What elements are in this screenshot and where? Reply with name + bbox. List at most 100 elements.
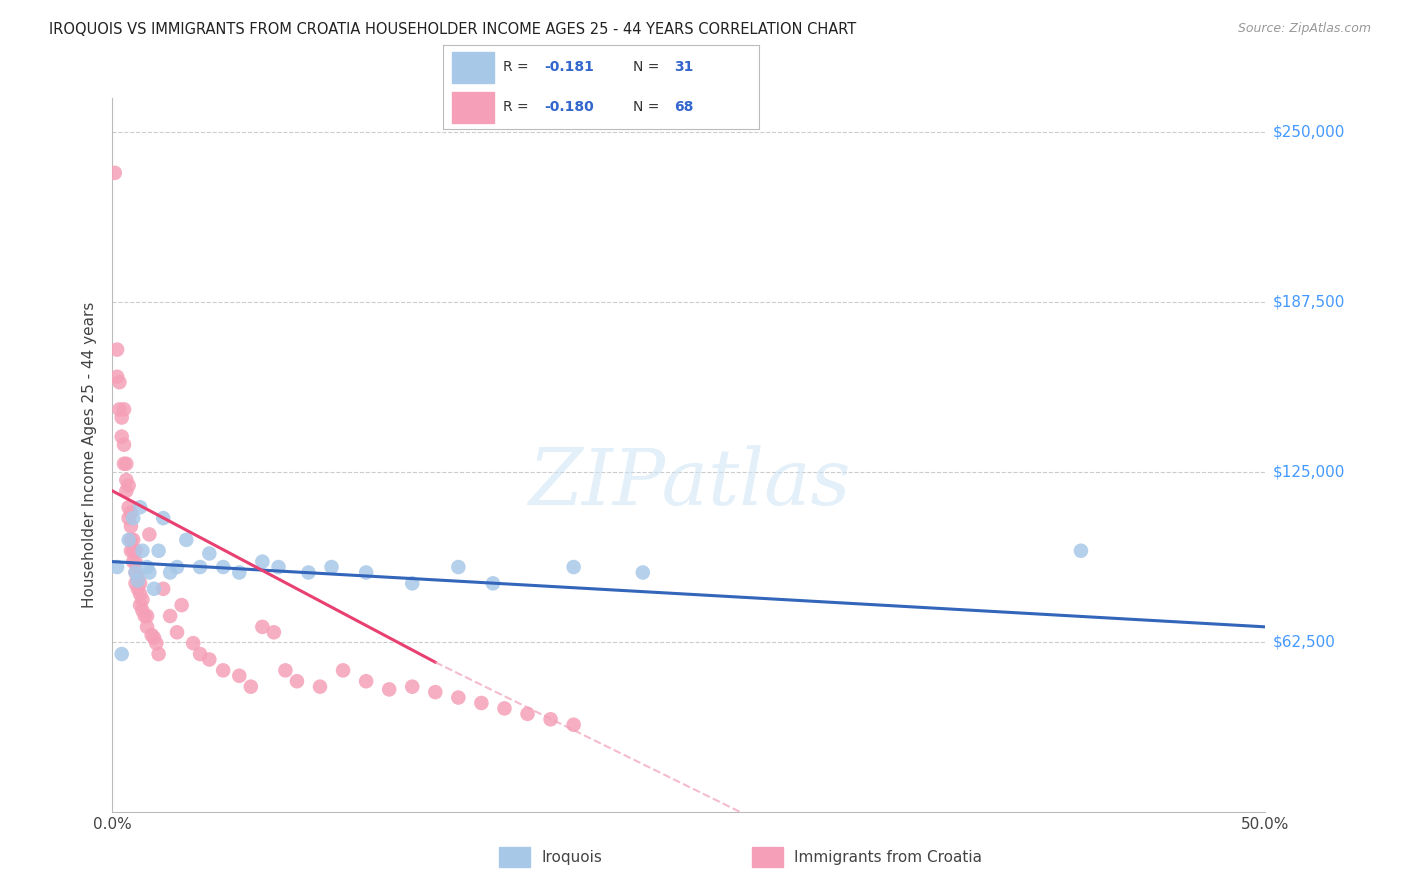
Point bbox=[332, 664, 354, 678]
Point bbox=[159, 566, 181, 580]
Point bbox=[127, 582, 149, 596]
Point bbox=[108, 402, 131, 417]
Bar bbox=[453, 92, 494, 122]
Point bbox=[117, 500, 139, 515]
Point bbox=[111, 410, 134, 425]
Point bbox=[378, 682, 401, 697]
Point bbox=[129, 598, 152, 612]
Point bbox=[131, 543, 153, 558]
Point bbox=[148, 647, 170, 661]
Point bbox=[170, 598, 193, 612]
Point bbox=[263, 625, 285, 640]
Text: Iroquois: Iroquois bbox=[541, 850, 602, 864]
Point bbox=[143, 582, 166, 596]
Point bbox=[112, 438, 135, 452]
Point bbox=[401, 576, 423, 591]
Text: Immigrants from Croatia: Immigrants from Croatia bbox=[794, 850, 983, 864]
Point bbox=[136, 560, 159, 574]
Point bbox=[136, 609, 159, 624]
Point bbox=[122, 511, 145, 525]
Point bbox=[105, 369, 128, 384]
Point bbox=[134, 609, 156, 624]
Point bbox=[115, 457, 138, 471]
Point bbox=[562, 717, 585, 731]
Text: 68: 68 bbox=[673, 100, 693, 114]
Text: R =: R = bbox=[503, 61, 529, 74]
Point bbox=[122, 533, 145, 547]
Point bbox=[228, 566, 250, 580]
Point bbox=[145, 636, 167, 650]
Point bbox=[124, 566, 146, 580]
Y-axis label: Householder Income Ages 25 - 44 years: Householder Income Ages 25 - 44 years bbox=[82, 301, 97, 608]
Point bbox=[174, 533, 197, 547]
Point bbox=[321, 560, 343, 574]
Point bbox=[120, 519, 142, 533]
Point bbox=[136, 620, 159, 634]
Point bbox=[117, 511, 139, 525]
Point bbox=[117, 478, 139, 492]
Point bbox=[143, 631, 166, 645]
Point bbox=[131, 592, 153, 607]
Point bbox=[212, 664, 235, 678]
Point bbox=[124, 555, 146, 569]
Point bbox=[166, 560, 188, 574]
Point bbox=[127, 571, 149, 585]
Point bbox=[129, 587, 152, 601]
Point bbox=[122, 543, 145, 558]
Bar bbox=[453, 53, 494, 83]
Point bbox=[562, 560, 585, 574]
Point bbox=[540, 712, 562, 726]
Text: R =: R = bbox=[503, 100, 529, 114]
Point bbox=[285, 674, 308, 689]
Text: -0.181: -0.181 bbox=[544, 61, 593, 74]
Point bbox=[239, 680, 262, 694]
Point bbox=[228, 669, 250, 683]
Point bbox=[252, 555, 274, 569]
Point bbox=[212, 560, 235, 574]
Point bbox=[152, 511, 174, 525]
Text: Source: ZipAtlas.com: Source: ZipAtlas.com bbox=[1237, 22, 1371, 36]
Point bbox=[181, 636, 204, 650]
Text: -0.180: -0.180 bbox=[544, 100, 593, 114]
Point bbox=[115, 483, 138, 498]
Point bbox=[516, 706, 538, 721]
Point bbox=[141, 628, 163, 642]
Point bbox=[297, 566, 319, 580]
Point bbox=[115, 473, 138, 487]
Point bbox=[124, 576, 146, 591]
Point bbox=[1070, 543, 1092, 558]
Point bbox=[111, 429, 134, 443]
Point bbox=[124, 543, 146, 558]
Point bbox=[354, 566, 377, 580]
Point bbox=[274, 664, 297, 678]
Point bbox=[105, 343, 128, 357]
Point bbox=[129, 500, 152, 515]
Point bbox=[198, 652, 221, 666]
Point bbox=[104, 166, 127, 180]
Point bbox=[112, 457, 135, 471]
Point bbox=[131, 603, 153, 617]
Point bbox=[127, 574, 149, 588]
Point bbox=[482, 576, 505, 591]
Point bbox=[122, 555, 145, 569]
Point bbox=[138, 527, 160, 541]
Point bbox=[309, 680, 332, 694]
Text: N =: N = bbox=[633, 61, 659, 74]
Text: $250,000: $250,000 bbox=[1272, 125, 1344, 140]
Point bbox=[111, 647, 134, 661]
Point bbox=[354, 674, 377, 689]
Point bbox=[117, 533, 139, 547]
Point bbox=[425, 685, 447, 699]
Point bbox=[198, 546, 221, 560]
Point bbox=[129, 576, 152, 591]
Text: $125,000: $125,000 bbox=[1272, 465, 1344, 479]
Text: 31: 31 bbox=[673, 61, 693, 74]
Point bbox=[470, 696, 492, 710]
Point bbox=[138, 566, 160, 580]
Text: $187,500: $187,500 bbox=[1272, 294, 1344, 310]
Point bbox=[105, 560, 128, 574]
Point bbox=[188, 560, 211, 574]
Point bbox=[188, 647, 211, 661]
Point bbox=[120, 533, 142, 547]
Point bbox=[252, 620, 274, 634]
